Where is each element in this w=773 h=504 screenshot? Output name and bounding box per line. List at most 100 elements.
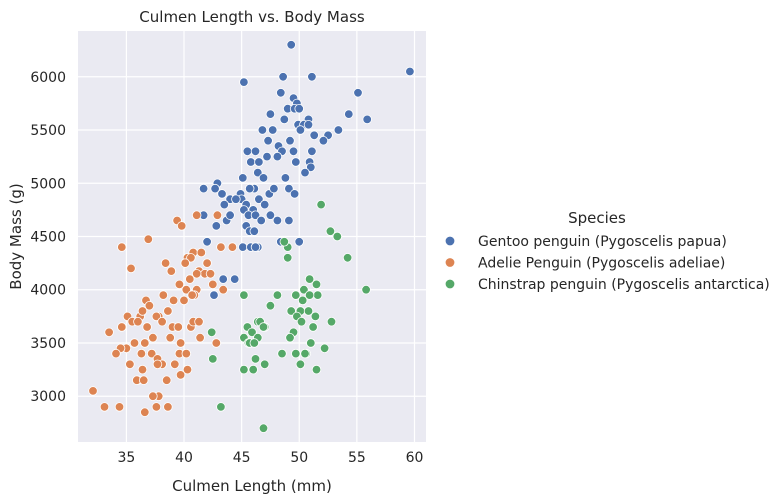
data-point bbox=[179, 295, 189, 306]
data-point bbox=[211, 338, 222, 348]
data-point bbox=[216, 402, 226, 412]
data-point bbox=[344, 109, 354, 119]
data-point bbox=[318, 135, 329, 146]
data-point bbox=[288, 146, 299, 157]
data-point bbox=[143, 234, 154, 244]
data-point bbox=[148, 391, 158, 401]
data-point bbox=[129, 338, 140, 348]
x-tick-label: 60 bbox=[406, 450, 424, 466]
data-point bbox=[114, 402, 125, 412]
data-point bbox=[174, 279, 185, 290]
data-point bbox=[161, 375, 172, 385]
data-point bbox=[295, 359, 306, 370]
data-point bbox=[294, 237, 304, 247]
data-point bbox=[285, 135, 295, 146]
data-point bbox=[125, 359, 135, 370]
data-point bbox=[198, 183, 209, 194]
legend-title: Species bbox=[568, 209, 626, 227]
legend-marker bbox=[444, 257, 456, 268]
data-point bbox=[117, 242, 127, 252]
y-tick-label: 3500 bbox=[30, 336, 66, 352]
data-point bbox=[191, 269, 202, 279]
data-point bbox=[309, 130, 319, 141]
data-point bbox=[140, 407, 150, 417]
chart-title: Culmen Length vs. Body Mass bbox=[139, 8, 365, 26]
data-point bbox=[250, 210, 261, 220]
data-point bbox=[265, 210, 276, 220]
data-point bbox=[291, 348, 301, 359]
legend: Species Gentoo penguin (Pygoscelis papua… bbox=[444, 209, 770, 293]
data-point bbox=[208, 279, 218, 290]
data-point bbox=[272, 151, 283, 162]
data-point bbox=[278, 72, 288, 82]
legend-label: Gentoo penguin (Pygoscelis papua) bbox=[478, 234, 727, 250]
x-tick-label: 40 bbox=[175, 450, 193, 466]
data-point bbox=[151, 402, 162, 412]
legend-item: Chinstrap penguin (Pygoscelis antarctica… bbox=[444, 277, 770, 293]
data-point bbox=[144, 301, 155, 311]
data-point bbox=[304, 274, 315, 284]
data-points bbox=[88, 40, 415, 433]
data-point bbox=[291, 290, 301, 300]
data-point bbox=[168, 295, 179, 306]
data-point bbox=[260, 199, 270, 210]
data-point bbox=[310, 311, 321, 322]
data-point bbox=[296, 317, 307, 327]
data-point bbox=[166, 266, 177, 276]
data-point bbox=[303, 119, 314, 130]
data-point bbox=[137, 306, 148, 316]
data-point bbox=[256, 215, 266, 226]
data-point bbox=[117, 322, 127, 332]
data-point bbox=[300, 348, 310, 359]
data-point bbox=[202, 237, 212, 247]
data-point bbox=[225, 210, 235, 220]
data-point bbox=[316, 199, 326, 210]
data-point bbox=[279, 114, 290, 125]
y-tick-label: 5500 bbox=[30, 123, 66, 139]
x-tick-label: 50 bbox=[290, 450, 308, 466]
data-point bbox=[308, 322, 318, 332]
data-point bbox=[254, 194, 264, 204]
data-point bbox=[191, 210, 202, 220]
data-point bbox=[180, 258, 190, 268]
data-point bbox=[138, 375, 149, 385]
data-point bbox=[137, 364, 148, 375]
data-point bbox=[248, 364, 258, 375]
data-point bbox=[209, 290, 219, 300]
y-tick-label: 5000 bbox=[30, 176, 66, 192]
data-point bbox=[258, 423, 269, 433]
data-point bbox=[239, 364, 249, 375]
data-point bbox=[254, 157, 264, 167]
data-point bbox=[173, 322, 184, 332]
data-point bbox=[295, 125, 306, 135]
data-point bbox=[238, 242, 248, 252]
data-point bbox=[253, 167, 263, 178]
y-tick-label: 3000 bbox=[30, 389, 66, 405]
data-point bbox=[182, 364, 193, 375]
data-point bbox=[136, 348, 147, 359]
x-tick-label: 55 bbox=[348, 450, 366, 466]
data-point bbox=[231, 194, 241, 204]
data-point bbox=[307, 146, 317, 157]
data-point bbox=[151, 311, 162, 322]
data-point bbox=[163, 306, 173, 316]
data-point bbox=[244, 183, 255, 194]
data-point bbox=[304, 290, 315, 300]
data-point bbox=[311, 279, 322, 290]
data-point bbox=[285, 333, 295, 343]
data-point bbox=[181, 285, 192, 295]
data-point bbox=[250, 146, 261, 157]
data-point bbox=[142, 322, 152, 332]
data-point bbox=[88, 386, 98, 396]
data-point bbox=[210, 183, 220, 194]
x-axis-label: Culmen Length (mm) bbox=[172, 477, 332, 495]
legend-item: Gentoo penguin (Pygoscelis papua) bbox=[444, 234, 727, 250]
x-axis-ticks: 35 40 45 50 55 60 bbox=[117, 450, 423, 466]
data-point bbox=[176, 221, 187, 231]
data-point bbox=[283, 253, 293, 263]
data-point bbox=[111, 348, 121, 359]
data-point bbox=[306, 338, 316, 348]
data-point bbox=[277, 348, 287, 359]
y-axis-label: Body Mass (g) bbox=[7, 183, 25, 289]
data-point bbox=[186, 253, 196, 263]
